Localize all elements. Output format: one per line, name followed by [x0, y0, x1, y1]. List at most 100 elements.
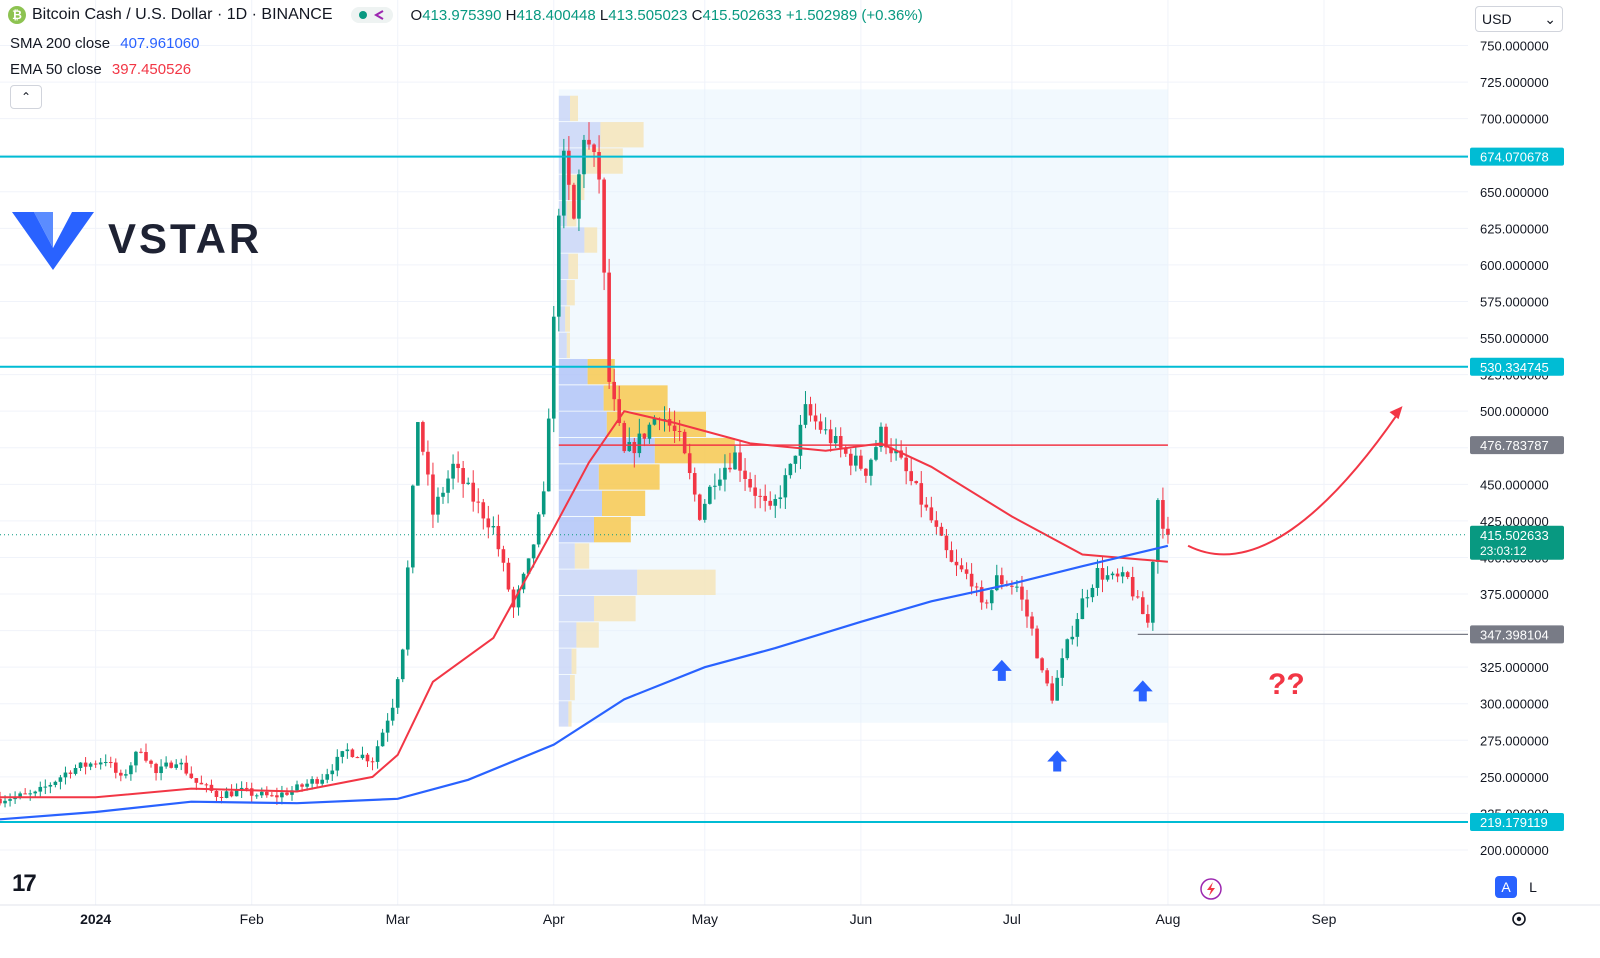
- candle: [63, 766, 68, 785]
- candle: [924, 497, 929, 511]
- candle: [108, 756, 113, 768]
- volume-bin-down: [568, 174, 585, 201]
- candle: [642, 433, 647, 447]
- candle-body: [803, 404, 808, 425]
- y-tick-label: 500.000000: [1480, 404, 1549, 419]
- candle-body: [944, 535, 949, 551]
- candle: [1075, 613, 1080, 647]
- candle: [421, 420, 425, 456]
- candle: [823, 417, 828, 435]
- candle-body: [1130, 577, 1135, 597]
- candle-body: [421, 422, 425, 452]
- y-tick-label: 375.000000: [1480, 587, 1549, 602]
- candle: [295, 780, 299, 792]
- poc-tag-text: 476.783787: [1480, 438, 1549, 453]
- candle-body: [758, 495, 762, 497]
- candle-body: [400, 649, 405, 680]
- candle: [431, 462, 435, 528]
- volume-bin-down: [586, 148, 623, 174]
- volume-bin-up: [558, 95, 571, 122]
- candle: [743, 458, 747, 491]
- up-arrow-icon: [1132, 680, 1153, 702]
- candle-body: [340, 751, 345, 757]
- candle: [496, 514, 501, 557]
- candle: [325, 768, 330, 784]
- candle-body: [702, 503, 707, 520]
- last-price-tag-bg: [1470, 525, 1564, 560]
- volume-bin-up: [558, 280, 567, 306]
- candle: [481, 498, 486, 530]
- candle-body: [229, 791, 234, 797]
- candle: [1035, 625, 1039, 659]
- currency-value: USD: [1482, 11, 1512, 27]
- symbol-title[interactable]: Bitcoin Cash / U.S. Dollar · 1D · BINANC…: [32, 6, 333, 23]
- candle-body: [390, 707, 395, 721]
- candle-body: [723, 467, 727, 480]
- candle: [788, 463, 793, 479]
- candle-body: [914, 481, 919, 484]
- candle-body: [139, 751, 143, 753]
- candle: [1095, 559, 1100, 596]
- candle: [818, 413, 823, 434]
- candle: [879, 422, 883, 452]
- candle: [607, 258, 611, 390]
- candle-body: [743, 470, 747, 479]
- candle: [557, 208, 561, 332]
- y-tick-label: 200.000000: [1480, 843, 1549, 858]
- candle-body: [738, 452, 742, 471]
- candle: [144, 743, 148, 763]
- volume-bin-down: [598, 464, 660, 490]
- candle-body: [843, 447, 848, 454]
- candle-body: [753, 487, 757, 496]
- support-tag-text: 347.398104: [1480, 627, 1549, 642]
- candle: [1130, 566, 1135, 601]
- candle-body: [380, 732, 385, 747]
- candle: [154, 762, 158, 781]
- candle: [692, 467, 697, 502]
- candle-body: [265, 791, 269, 796]
- candle-body: [315, 779, 319, 784]
- x-tick-label: Sep: [1312, 911, 1337, 927]
- level-tag-530.334745-bg: [1470, 357, 1564, 376]
- question-marks-annotation: ??: [1268, 668, 1305, 701]
- candle: [209, 779, 214, 793]
- candle-body: [300, 784, 304, 787]
- candle-body: [441, 492, 445, 497]
- auto-scale-button[interactable]: A: [1495, 876, 1517, 898]
- candle: [944, 529, 949, 559]
- candle: [249, 782, 254, 803]
- candle-body: [426, 451, 430, 475]
- candle-body: [113, 762, 118, 773]
- collapse-indicators-button[interactable]: ⌃: [10, 85, 42, 109]
- candle: [813, 403, 818, 430]
- candle-body: [330, 770, 335, 775]
- candle: [68, 770, 73, 779]
- candle-body: [43, 786, 48, 788]
- currency-select[interactable]: USD ⌄: [1475, 6, 1563, 32]
- candle-body: [526, 558, 531, 574]
- indicator-sma200[interactable]: SMA 200 close 407.961060: [10, 35, 199, 52]
- x-tick-label: 2024: [80, 911, 111, 927]
- candle: [949, 541, 954, 563]
- candle: [411, 484, 415, 574]
- up-arrow-icon: [991, 659, 1012, 681]
- candle: [1055, 670, 1059, 701]
- live-status-pill[interactable]: [350, 7, 393, 23]
- candle-body: [98, 762, 103, 765]
- level-tag-674.070678-text: 674.070678: [1480, 150, 1549, 165]
- volume-bin-up: [558, 464, 599, 490]
- candle: [1125, 570, 1130, 580]
- tradingview-logo[interactable]: 17: [12, 870, 37, 897]
- log-scale-button[interactable]: L: [1529, 879, 1537, 895]
- candle-body: [501, 549, 506, 563]
- candle: [476, 488, 481, 514]
- candle-body: [224, 791, 229, 798]
- candle: [954, 549, 959, 576]
- close-value: 415.502633: [702, 6, 782, 24]
- indicator-ema50[interactable]: EMA 50 close 397.450526: [10, 61, 191, 78]
- candle-body: [496, 526, 501, 550]
- candle: [1105, 566, 1110, 582]
- candle-body: [1151, 561, 1155, 623]
